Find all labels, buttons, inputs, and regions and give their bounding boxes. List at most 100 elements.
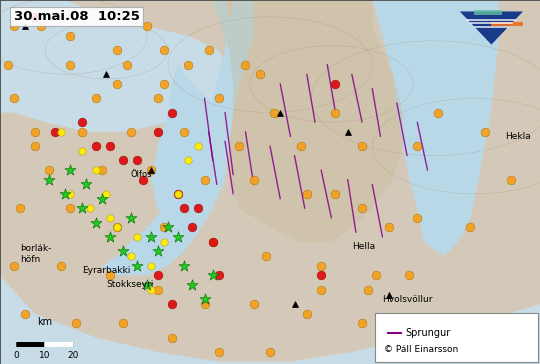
Point [331, 110, 340, 115]
Point [10, 23, 19, 29]
Point [167, 335, 176, 341]
Point [214, 273, 223, 278]
Point [372, 273, 381, 278]
Point [266, 349, 274, 355]
Point [317, 263, 326, 269]
Point [126, 129, 135, 135]
Point [118, 158, 127, 163]
Point [153, 249, 162, 254]
Point [180, 205, 188, 211]
Point [159, 81, 168, 87]
Polygon shape [213, 0, 403, 242]
Point [30, 14, 39, 20]
Point [92, 220, 100, 226]
Point [65, 62, 74, 68]
FancyBboxPatch shape [375, 313, 538, 362]
Text: Hvolsvöllur: Hvolsvöllur [382, 294, 433, 304]
Point [180, 263, 188, 269]
Point [4, 62, 12, 68]
Point [30, 129, 39, 135]
Point [164, 225, 172, 230]
Text: 10: 10 [38, 351, 50, 360]
Point [78, 148, 86, 154]
Text: 20: 20 [67, 351, 79, 360]
Point [37, 23, 45, 29]
Point [98, 167, 106, 173]
Point [147, 287, 156, 293]
Point [118, 249, 127, 254]
Point [45, 177, 53, 182]
Point [167, 301, 176, 307]
Point [174, 234, 183, 240]
Point [92, 167, 100, 173]
Point [106, 234, 115, 240]
Point [357, 205, 366, 211]
Point [194, 143, 202, 149]
Point [133, 158, 141, 163]
Point [78, 205, 86, 211]
Point [106, 273, 115, 278]
Point [235, 143, 244, 149]
Point [184, 62, 192, 68]
Point [112, 47, 121, 53]
Point [82, 182, 90, 187]
Polygon shape [0, 276, 540, 364]
Point [51, 129, 59, 135]
Point [112, 81, 121, 87]
Point [184, 158, 192, 163]
Point [16, 205, 25, 211]
Text: km: km [37, 317, 52, 327]
Point [123, 62, 131, 68]
Text: Ölfos: Ölfos [131, 170, 152, 179]
Point [188, 282, 197, 288]
Point [30, 143, 39, 149]
Point [200, 177, 209, 182]
Point [147, 263, 156, 269]
Point [167, 110, 176, 115]
Point [71, 320, 80, 326]
Text: 30.mai.08  10:25: 30.mai.08 10:25 [14, 10, 139, 23]
Point [126, 215, 135, 221]
Point [204, 47, 213, 53]
Point [45, 167, 53, 173]
Polygon shape [372, 0, 499, 256]
Point [143, 282, 152, 288]
Point [434, 110, 442, 115]
Point [112, 225, 121, 230]
Point [200, 301, 209, 307]
Point [57, 129, 66, 135]
Point [208, 239, 217, 245]
Point [139, 177, 147, 182]
Polygon shape [474, 10, 502, 15]
Point [65, 33, 74, 39]
Point [10, 263, 19, 269]
Point [302, 191, 311, 197]
Text: Hekla: Hekla [505, 132, 531, 141]
Point [126, 253, 135, 259]
Polygon shape [213, 0, 239, 84]
Point [106, 143, 115, 149]
Point [214, 349, 223, 355]
Point [249, 177, 258, 182]
Point [61, 191, 70, 197]
Point [507, 177, 516, 182]
Text: Stokkseyri: Stokkseyri [106, 280, 154, 289]
Point [133, 234, 141, 240]
Point [78, 119, 86, 125]
Point [249, 301, 258, 307]
Point [159, 239, 168, 245]
Text: Sprungur: Sprungur [405, 328, 450, 339]
Text: Þorlák-
höfn: Þorlák- höfn [21, 244, 52, 264]
Point [481, 129, 489, 135]
Polygon shape [0, 0, 229, 132]
Point [153, 287, 162, 293]
Point [302, 311, 311, 317]
Point [208, 273, 217, 278]
Point [331, 81, 340, 87]
Point [65, 167, 74, 173]
Point [180, 129, 188, 135]
Point [92, 143, 100, 149]
Point [133, 263, 141, 269]
Point [413, 143, 422, 149]
Point [208, 239, 217, 245]
